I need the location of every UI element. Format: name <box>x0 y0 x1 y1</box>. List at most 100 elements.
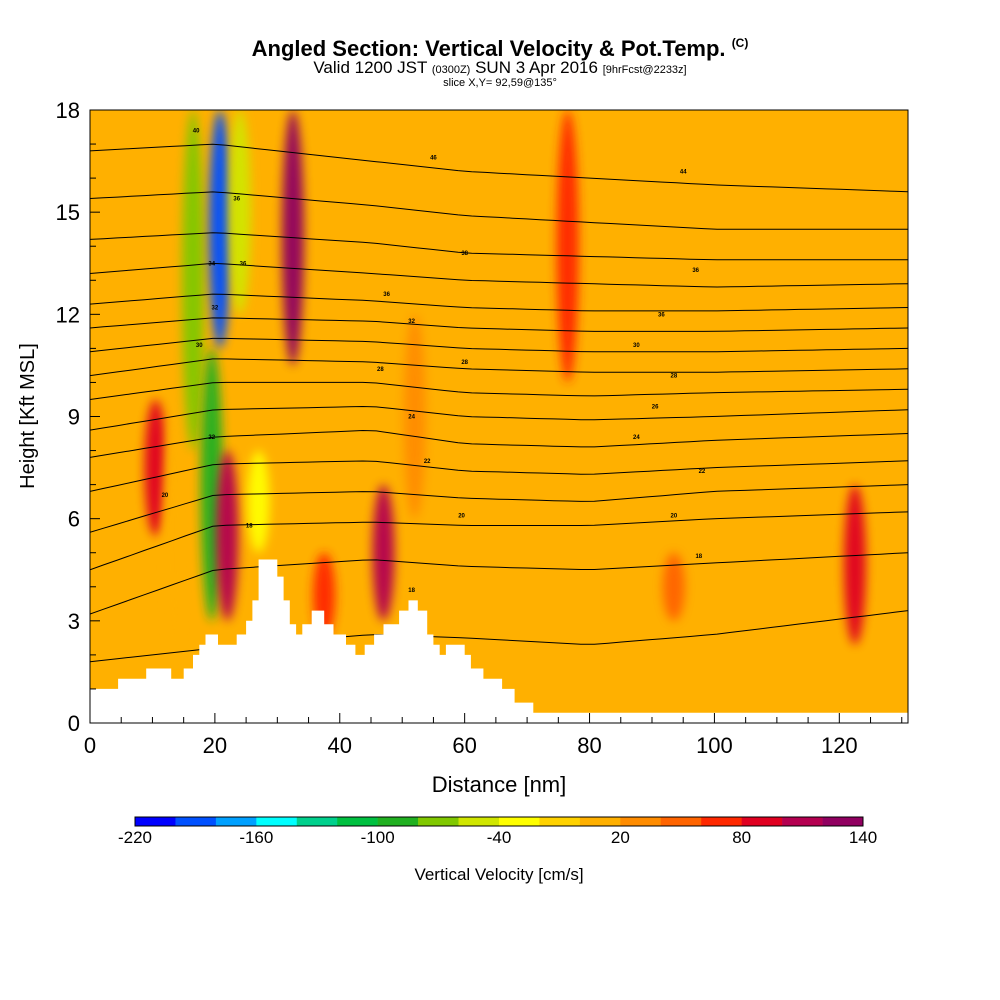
colorbar-tick-label: -160 <box>239 828 273 847</box>
contour-label: 40 <box>193 128 200 134</box>
velocity-cell <box>163 416 186 672</box>
contour-label: 46 <box>430 156 437 162</box>
contour-label: 32 <box>408 319 415 325</box>
y-tick-label: 3 <box>68 609 80 634</box>
x-tick-label: 0 <box>84 733 96 758</box>
velocity-field <box>144 110 866 672</box>
theta-contour <box>90 552 908 615</box>
colorbar-tick-label: 140 <box>849 828 877 847</box>
x-tick-label: 20 <box>203 733 227 758</box>
theta-contour <box>90 337 908 353</box>
colorbar-tick-label: -40 <box>487 828 512 847</box>
terrain <box>90 559 908 723</box>
contour-labels: 40 36 34 36 32 30 22 20 18 46 44 38 36 36 32 36 30 28 28 28… <box>162 128 706 594</box>
contour-label: 24 <box>408 415 415 421</box>
contour-label: 18 <box>246 523 253 529</box>
x-axis-label: Distance [nm] <box>432 772 567 797</box>
contour-label: 36 <box>658 312 665 318</box>
valid-time: Valid 1200 JST (0300Z) SUN 3 Apr 2016 [9… <box>313 58 687 77</box>
contour-label: 34 <box>208 261 215 267</box>
velocity-cell <box>247 450 270 553</box>
theta-contour <box>90 191 908 230</box>
theta-contour <box>90 405 908 431</box>
theta-contour <box>90 381 908 400</box>
contour-label: 18 <box>408 588 415 594</box>
theta-contour <box>90 232 908 261</box>
contour-label: 26 <box>652 404 659 410</box>
contour-label: 32 <box>212 306 219 312</box>
y-tick-label: 18 <box>56 98 80 123</box>
contour-label: 22 <box>208 435 215 441</box>
x-tick-label: 40 <box>328 733 352 758</box>
colorbar-swatch <box>822 817 864 826</box>
theta-contour <box>90 429 908 458</box>
colorbar-swatch <box>418 817 459 826</box>
plot-area: 40 36 34 36 32 30 22 20 18 46 44 38 36 36 32 36 30 28 28 28… <box>89 109 909 724</box>
theta-contour <box>90 143 908 193</box>
contour-label: 36 <box>233 197 240 203</box>
colorbar-swatch <box>660 817 702 826</box>
colorbar-swatch <box>175 817 217 826</box>
x-tick-label: 120 <box>821 733 858 758</box>
velocity-cell <box>228 110 251 315</box>
velocity-cell <box>144 399 167 536</box>
x-tick-label: 100 <box>696 733 733 758</box>
colorbar-swatch <box>256 817 298 826</box>
colorbar-frame <box>134 816 864 827</box>
colorbar-tick-label: -220 <box>118 828 152 847</box>
y-axis: 0 3 6 9 12 15 18 <box>56 98 100 736</box>
contour-label: 44 <box>680 169 687 175</box>
colorbar-swatch <box>620 817 662 826</box>
velocity-cell <box>843 484 866 645</box>
colorbar: -220 -160 -100 -40 20 80 140 <box>118 816 877 847</box>
velocity-cell <box>208 110 231 349</box>
theta-contour <box>90 293 908 312</box>
colorbar-swatch <box>458 817 500 826</box>
contour-label: 22 <box>424 459 431 465</box>
theta-contour <box>90 511 908 571</box>
contour-label: 20 <box>458 513 465 519</box>
contour-label: 20 <box>670 513 677 519</box>
theta-contour <box>90 317 908 332</box>
chart-title: Angled Section: Vertical Velocity & Pot.… <box>251 36 749 61</box>
contour-label: 20 <box>162 493 169 499</box>
colorbar-swatch <box>539 817 581 826</box>
contour-label: 36 <box>692 268 699 274</box>
colorbar-swatch <box>215 817 257 826</box>
slice-info: slice X,Y= 92,59@135° <box>443 77 557 89</box>
y-tick-label: 0 <box>68 711 80 736</box>
colorbar-label: Vertical Velocity [cm/s] <box>414 865 583 884</box>
contour-label: 24 <box>633 435 640 441</box>
y-axis-label: Height [Kft MSL] <box>17 343 39 489</box>
theta-contour <box>90 358 908 377</box>
colorbar-tick-label: 80 <box>732 828 751 847</box>
colorbar-swatch <box>135 817 176 826</box>
y-tick-label: 6 <box>68 507 80 532</box>
contour-label: 18 <box>695 554 702 560</box>
velocity-cell <box>556 110 579 383</box>
colorbar-swatch <box>741 817 783 826</box>
y-tick-label: 9 <box>68 405 80 430</box>
contour-label: 30 <box>633 343 640 349</box>
velocity-cell <box>182 110 205 451</box>
theta-contour <box>90 262 908 288</box>
colorbar-swatch <box>377 817 419 826</box>
colorbar-swatch <box>296 817 338 826</box>
velocity-cell <box>372 484 395 621</box>
contour-label: 36 <box>383 292 390 298</box>
theta-contour <box>90 484 908 533</box>
velocity-cell <box>216 450 239 621</box>
x-tick-label: 60 <box>452 733 476 758</box>
contour-label: 30 <box>196 343 203 349</box>
y-tick-label: 15 <box>56 200 80 225</box>
colorbar-swatch <box>579 817 621 826</box>
x-axis: 0 20 40 60 80 100 120 <box>84 713 903 758</box>
colorbar-tick-label: 20 <box>611 828 630 847</box>
velocity-cell <box>662 552 685 621</box>
x-tick-label: 80 <box>577 733 601 758</box>
contour-label: 28 <box>461 360 468 366</box>
theta-contour <box>90 460 908 492</box>
colorbar-swatch <box>701 817 742 826</box>
contour-label: 28 <box>670 374 677 380</box>
